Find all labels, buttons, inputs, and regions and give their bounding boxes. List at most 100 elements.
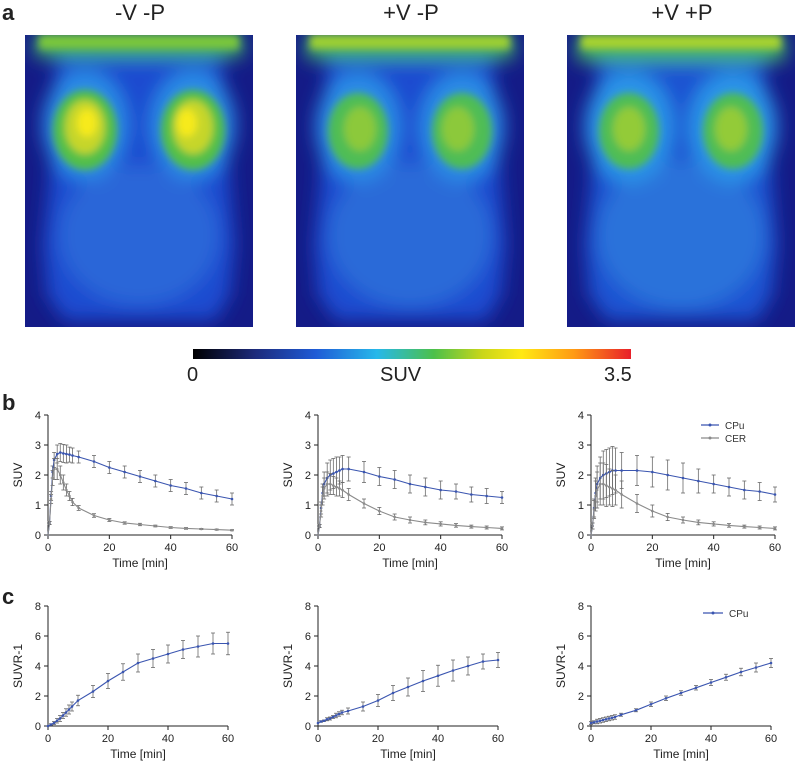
chart-c2-x-tick-label: 60 <box>492 733 504 745</box>
chart-c1-series-cpu-point <box>106 679 110 683</box>
chart-c3-y-axis-label: SUVR-1 <box>554 644 568 688</box>
chart-c3: CPu 0 2 4 6 8 0 20 40 60 Time [min] SUVR-1 <box>554 601 777 761</box>
chart-c2-series-cpu-point <box>319 720 323 723</box>
chart-b2-series-cer-point <box>338 487 341 490</box>
chart-b1-series-cpu-point <box>230 497 234 501</box>
chart-c1-series-cpu-point <box>67 708 71 711</box>
chart-b3-series-cer-point <box>608 485 611 489</box>
chart-b1-series-cer-point <box>49 497 53 501</box>
condition-title-2: +V -P <box>383 0 439 25</box>
chart-b1-series-cpu-point <box>71 454 74 457</box>
chart-c2-y-tick-label: 6 <box>305 631 311 643</box>
chart-b1-series-cpu-line <box>47 451 233 536</box>
chart-b2-x-axis-label: Time [min] <box>382 556 438 570</box>
chart-b2-x-tick-label: 60 <box>496 542 508 554</box>
chart-b2-series-cer-point <box>325 482 329 486</box>
chart-c3-series-cpu-point <box>769 661 773 665</box>
chart-b3-series-cpu-point <box>773 493 777 496</box>
chart-b1-series-cpu-point <box>77 455 80 459</box>
chart-b3-series-cpu-point <box>727 485 731 489</box>
chart-c2-y-axis-label: SUVR-1 <box>281 644 295 688</box>
chart-b2-x-tick-label: 0 <box>315 542 321 554</box>
chart-c1-x-tick-label: 20 <box>102 733 114 745</box>
chart-c2-series-cpu-point <box>337 712 341 716</box>
chart-c3-y-tick-label: 6 <box>578 631 584 643</box>
chart-b3-y-tick-label: 0 <box>578 530 584 542</box>
chart-b3-series-cpu-point <box>620 469 623 472</box>
chart-b2-series-cer-point <box>322 487 326 490</box>
chart-b3-y-axis-label: SUV <box>554 463 568 488</box>
chart-b3-series-cpu-point <box>743 488 746 492</box>
legend: CPu CER <box>701 421 746 445</box>
chart-b2-y-axis-label: SUV <box>281 463 295 488</box>
chart-b2-series-cer-point <box>328 482 332 486</box>
chart-c3-series-cpu-point <box>589 721 593 725</box>
chart-b1-series-cer-point <box>215 528 218 531</box>
chart-c2-y-tick-label: 8 <box>305 601 311 613</box>
condition-title-1: -V -P <box>114 0 166 25</box>
chart-b3-series-cer-point <box>611 487 614 490</box>
chart-b3-y-tick-label: 2 <box>578 470 584 482</box>
chart-b1-series-cer-point <box>184 527 188 530</box>
chart-b2-series-cer-point <box>439 522 442 526</box>
chart-b1-series-cpu-point <box>92 460 96 463</box>
chart-b2-series-cpu-point <box>485 494 488 498</box>
chart-b2-series-cpu-point <box>470 493 473 496</box>
chart-b2-series-cer-point <box>470 525 473 528</box>
chart-b1-series-cer-point <box>138 523 142 526</box>
chart-c3-series-cpu-point <box>592 720 596 724</box>
chart-c2-y-tick-label: 0 <box>305 721 311 733</box>
chart-c2-series-cpu-point <box>328 717 332 720</box>
chart-c2-series-cpu-point <box>322 719 326 723</box>
chart-b2-series-cpu-point <box>338 469 341 472</box>
chart-b1-x-tick-label: 0 <box>45 542 51 554</box>
chart-b1-series-cer-point <box>58 473 62 477</box>
chart-c3-x-tick-label: 40 <box>705 733 717 745</box>
chart-b1-series-cpu-point <box>108 466 111 469</box>
chart-c1-y-axis-label: SUVR-1 <box>11 644 25 688</box>
chart-c1-y-tick-label: 0 <box>35 721 41 733</box>
chart-c1-series-cpu-point <box>64 711 68 714</box>
chart-b3-series-cer-point <box>727 524 731 527</box>
chart-c1-series-cpu-point <box>52 721 56 725</box>
chart-c3-series-cpu-point <box>598 719 602 723</box>
chart-c1-series-cpu-point <box>58 717 62 720</box>
chart-b2-series-cer-point <box>408 518 412 522</box>
chart-b3-series-cpu-point <box>758 490 761 493</box>
chart-b2-series-cer-point <box>321 494 324 498</box>
condition-title-3: +V +P <box>651 0 713 25</box>
chart-b1-series-cer-point <box>55 467 59 471</box>
chart-b1-series-cer-point <box>154 524 157 528</box>
chart-b2-y-tick-label: 2 <box>305 470 311 482</box>
chart-c2-series-cpu-point <box>346 709 350 713</box>
chart-c1-series-cpu-point <box>91 690 95 693</box>
chart-b3-x-tick-label: 0 <box>588 542 594 554</box>
chart-b1-series-cer-point <box>68 494 71 498</box>
chart-b3-series-cer-point <box>697 521 700 524</box>
chart-c1-x-tick-label: 60 <box>222 733 234 745</box>
chart-b1-series-cer-point <box>62 481 65 484</box>
chart-b3-series-cer-point <box>743 525 746 528</box>
chart-b2-y-tick-label: 1 <box>305 500 311 512</box>
chart-b2-y-tick-label: 0 <box>305 530 311 542</box>
chart-c1-series-cpu-point <box>70 705 74 708</box>
chart-b1-series-cpu-point <box>200 491 203 495</box>
chart-c3-y-tick-label: 0 <box>578 721 584 733</box>
chart-c3-x-tick-label: 0 <box>588 733 594 745</box>
chart-b1-series-cpu-point <box>154 479 157 483</box>
chart-c2-x-axis-label: Time [min] <box>380 747 436 761</box>
chart-b2-series-cpu-point <box>500 496 504 499</box>
chart-c1-y-tick-label: 6 <box>35 631 41 643</box>
chart-b2-x-tick-label: 20 <box>373 542 385 554</box>
chart-b2-series-cer-point <box>424 521 427 524</box>
chart-b3-series-cer-point <box>605 484 608 487</box>
chart-b1-series-cpu-point <box>184 487 188 490</box>
chart-b1-x-tick-label: 20 <box>103 542 115 554</box>
chart-c3-series-cpu-point <box>739 670 743 674</box>
chart-c1-x-axis-label: Time [min] <box>110 747 166 761</box>
chart-b1-x-tick-label: 60 <box>226 542 238 554</box>
chart-c2-series-cpu-point <box>316 721 320 725</box>
chart-b2-series-cpu-point <box>362 470 366 474</box>
chart-b3-series-cer-point <box>592 508 596 511</box>
